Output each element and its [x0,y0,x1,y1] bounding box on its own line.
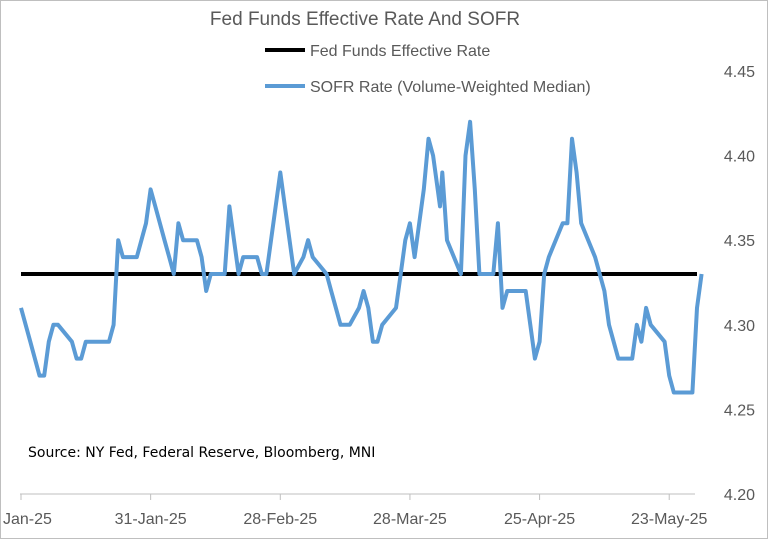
chart-title: Fed Funds Effective Rate And SOFR [210,9,520,30]
y-tick-label: 4.30 [724,318,755,335]
legend-label-sofr: SOFR Rate (Volume-Weighted Median) [310,79,591,96]
series-line-sofr [19,119,704,395]
y-tick-label: 4.35 [724,233,755,250]
x-tick-label: 25-Apr-25 [504,511,575,528]
x-axis-ticks: Jan-25 31-Jan-25 28-Feb-25 28-Mar-25 25-Apr-… [3,494,708,528]
y-tick-label: 4.20 [724,487,755,504]
y-tick-label: 4.40 [724,149,755,166]
y-axis-ticks: 4.45 4.40 4.35 4.30 4.25 4.20 [724,64,755,504]
x-tick-label: 23-May-25 [631,511,708,528]
legend-label-fed-funds: Fed Funds Effective Rate [310,43,490,60]
y-tick-label: 4.25 [724,402,755,419]
x-tick-label: Jan-25 [3,511,52,528]
x-tick-label: 28-Mar-25 [373,511,447,528]
source-note: Source: NY Fed, Federal Reserve, Bloombe… [28,445,375,461]
x-tick-label: 31-Jan-25 [115,511,187,528]
x-tick-label: 28-Feb-25 [243,511,317,528]
y-tick-label: 4.45 [724,64,755,81]
